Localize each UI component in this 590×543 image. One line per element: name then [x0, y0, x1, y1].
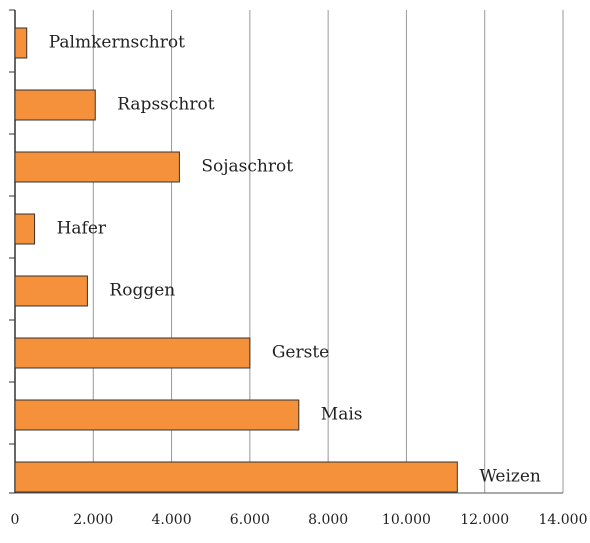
bar [14, 399, 300, 431]
x-tick-label: 12.000 [460, 512, 509, 528]
x-tick-label: 2.000 [73, 512, 113, 528]
category-label: Hafer [57, 219, 107, 239]
category-label: Gerste [272, 343, 329, 363]
category-label: Mais [321, 405, 363, 425]
bar [14, 275, 88, 307]
x-tick-label: 6.000 [230, 512, 270, 528]
category-label: Sojaschrot [201, 157, 293, 177]
x-tick-label: 8.000 [308, 512, 348, 528]
category-label: Palmkernschrot [49, 33, 185, 53]
bar [14, 461, 458, 493]
x-tick-label: 10.000 [382, 512, 431, 528]
x-tick-label: 0 [11, 512, 20, 528]
bar [14, 27, 28, 59]
category-label: Roggen [109, 281, 175, 301]
category-label: Rapsschrot [117, 95, 214, 115]
x-tick-label: 4.000 [152, 512, 192, 528]
bar [14, 213, 36, 245]
x-tick-label: 14.000 [539, 512, 588, 528]
bar [14, 89, 96, 121]
bar [14, 337, 251, 369]
category-label: Weizen [479, 467, 541, 487]
bar [14, 151, 180, 183]
